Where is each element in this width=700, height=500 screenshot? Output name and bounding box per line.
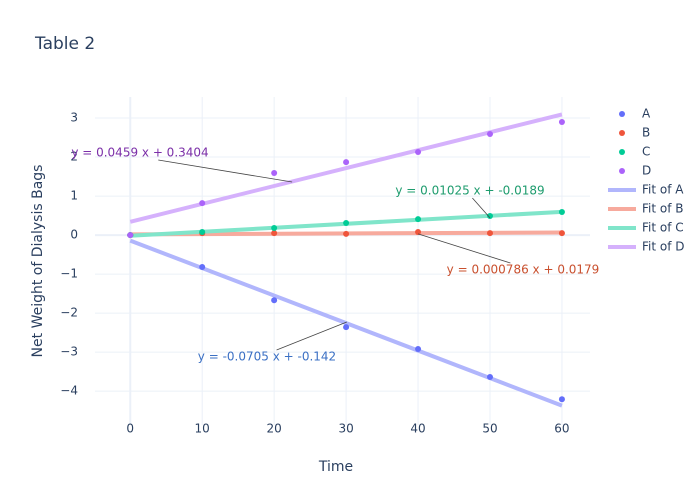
annotation-text: y = -0.0705 x + -0.142 <box>198 350 336 364</box>
legend-label: B <box>642 126 650 140</box>
y-tick-label: 2 <box>70 150 78 164</box>
y-tick-label: −1 <box>60 267 78 281</box>
x-tick-label: 20 <box>267 422 282 436</box>
x-tick-label: 50 <box>482 422 497 436</box>
data-point <box>127 232 134 239</box>
chart-title: Table 2 <box>34 34 95 54</box>
legend-swatch <box>619 149 625 155</box>
data-point <box>558 118 565 125</box>
data-point <box>415 345 422 352</box>
y-tick-label: 3 <box>70 111 78 125</box>
data-point <box>486 212 493 219</box>
data-point <box>343 230 350 237</box>
annotation-arrow <box>417 233 511 264</box>
x-tick-label: 0 <box>126 422 134 436</box>
legend-label: C <box>642 145 650 159</box>
data-point <box>271 225 278 232</box>
data-point <box>271 170 278 177</box>
x-tick-label: 60 <box>554 422 569 436</box>
x-tick-label: 10 <box>195 422 210 436</box>
x-axis-title: Time <box>318 459 353 475</box>
legend-swatch <box>619 130 625 136</box>
legend-label: A <box>642 107 651 121</box>
data-point <box>486 131 493 138</box>
legend-swatch <box>619 168 625 174</box>
y-tick-label: 0 <box>70 228 78 242</box>
annotation-arrow <box>158 159 293 183</box>
data-point <box>558 230 565 237</box>
y-tick-label: −3 <box>60 345 78 359</box>
legend-label: D <box>642 164 651 178</box>
data-point <box>558 396 565 403</box>
annotation-text: y = 0.01025 x + -0.0189 <box>395 184 544 198</box>
data-point <box>271 297 278 304</box>
legend-label: Fit of A <box>642 183 684 197</box>
annotation-text: y = 0.0459 x + 0.3404 <box>71 146 208 160</box>
data-point <box>415 216 422 223</box>
legend-label: Fit of C <box>642 221 684 235</box>
data-point <box>415 148 422 155</box>
y-axis-title: Net Weight of Dialysis Bags <box>30 165 46 358</box>
annotation-text: y = 0.000786 x + 0.0179 <box>447 263 600 277</box>
data-point <box>199 264 206 271</box>
x-tick-label: 40 <box>410 422 425 436</box>
x-tick-label: 30 <box>338 422 353 436</box>
data-point <box>343 324 350 331</box>
annotation-arrow <box>276 321 347 351</box>
data-point <box>199 228 206 235</box>
data-point <box>415 228 422 235</box>
y-tick-label: −4 <box>60 384 78 398</box>
annotation-arrow <box>472 197 491 219</box>
data-point <box>343 219 350 226</box>
data-point <box>199 200 206 207</box>
data-point <box>486 230 493 237</box>
legend-label: Fit of B <box>642 202 684 216</box>
y-tick-label: −2 <box>60 306 78 320</box>
data-point <box>558 209 565 216</box>
legend-swatch <box>619 111 625 117</box>
data-point <box>271 230 278 237</box>
data-point <box>343 159 350 166</box>
data-point <box>486 374 493 381</box>
legend-label: Fit of D <box>642 240 685 254</box>
y-tick-label: 1 <box>70 189 78 203</box>
